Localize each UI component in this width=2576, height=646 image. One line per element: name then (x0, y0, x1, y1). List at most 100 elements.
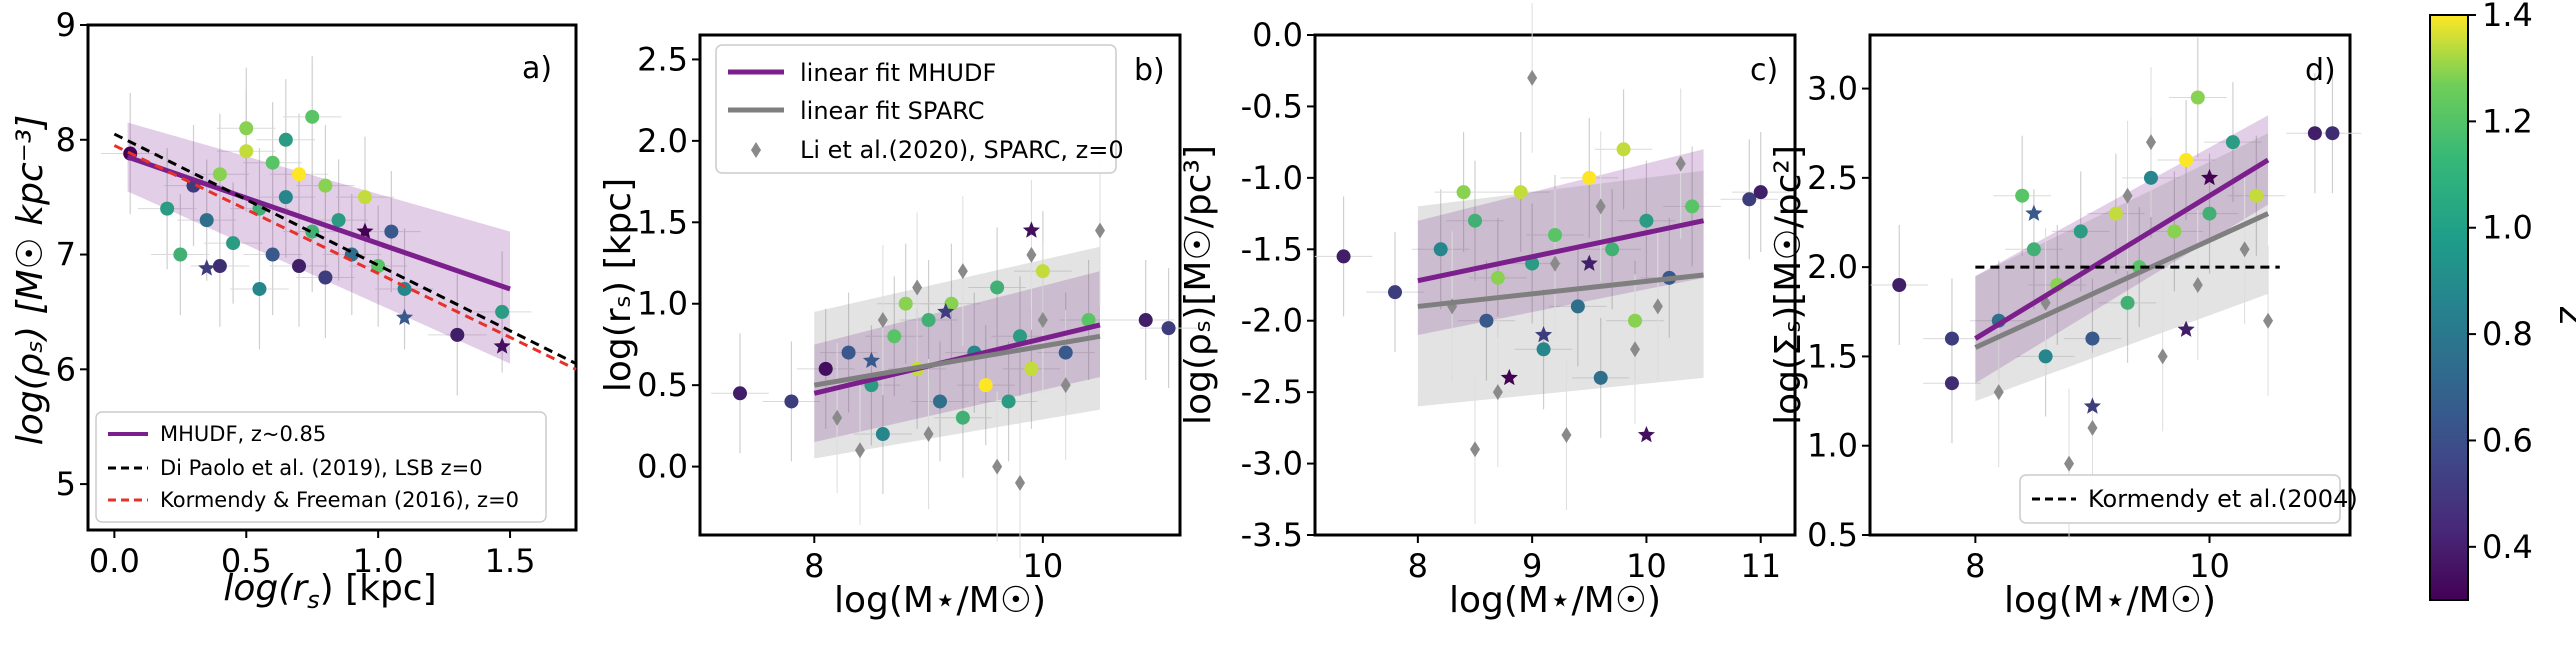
panel-b-mhudf-point (875, 427, 890, 442)
panel-b-mhudf-point (933, 394, 947, 409)
legend-b-label-mhudf: linear fit MHUDF (800, 59, 996, 87)
panel-d-sparc-diamond (2239, 241, 2250, 258)
panel-b-tag: b) (1134, 53, 1165, 88)
panel-b-mhudf-point (944, 296, 959, 311)
panel-c-frame (1313, 33, 1797, 537)
panel-d-mhudf-point (1944, 331, 1959, 346)
panel-b-sparc-diamond (855, 442, 865, 459)
panel-a-mhudf-point (318, 270, 333, 285)
panel-a-mhudf-point (495, 304, 510, 319)
panel-b-ytick-label: 1.5 (637, 203, 688, 241)
legend-a-label-mhudf: MHUDF, z~0.85 (160, 422, 326, 446)
panel-b-ytick-label: 2.5 (637, 40, 688, 78)
panel-a-mhudf-point (199, 213, 214, 228)
panel-c-mhudf-point (1639, 213, 1654, 228)
panel-d-fit-band (1975, 133, 2269, 402)
panel-d-mhudf-point (1892, 278, 1907, 292)
panel-c-sparc-diamond (1492, 384, 1503, 401)
panel-d-marks: 8 10 0.5 1.0 1.5 2.0 2.5 3.0 (1807, 37, 2362, 585)
panel-c-sparc-diamond (1630, 341, 1640, 358)
panel-a-ytick-label: 5 (56, 465, 76, 503)
panel-c-mhudf-point (1336, 249, 1351, 264)
panel-c-star-point (1500, 368, 1518, 386)
panel-b-xlabel: log(M⋆/M☉) (834, 580, 1046, 621)
panel-c-marks: 8 9 10 11 0.0 -0.5 -1.0 -1.5 -2.0 -2.5 -3.0 -3.5 (1241, 2, 1790, 585)
panel-c-xlabel: log(M⋆/M☉) (1449, 580, 1661, 621)
panel-b-mhudf-point (921, 313, 936, 328)
panel-d-mhudf-point (2085, 331, 2100, 346)
panel-d-mhudf-point (2179, 153, 2194, 167)
panel-d-frame (1868, 33, 2352, 537)
panel-b-mhudf-point (733, 386, 747, 401)
panel-c-star-point (1535, 326, 1553, 343)
colorbar-tick-label: 0.6 (2482, 421, 2533, 459)
panel-c-fit-band (1417, 149, 1704, 335)
panel-d-mhudf-point (2120, 295, 2135, 310)
panel-b-sparc-diamond (912, 279, 923, 296)
panel-c-mhudf-point (1570, 299, 1585, 314)
panel-c-ytick-label: -1.0 (1241, 159, 1303, 197)
legend-d-label-kormendy: Kormendy et al.(2004) (2088, 485, 2358, 513)
panel-c-series-line (1417, 272, 1704, 309)
panel-c-mhudf-point (1456, 185, 1471, 200)
panel-c-mhudf-point (1742, 192, 1757, 207)
panel-b-ytick-label: 1.0 (637, 285, 688, 323)
panel-a-xtick-label: 1.0 (353, 542, 404, 580)
panel-b-sparc-diamond (832, 409, 843, 426)
panel-c-sparc-diamond (1470, 441, 1480, 458)
panel-c-sparc-diamond (1595, 198, 1606, 215)
panel-b-sparc-diamond (923, 426, 934, 443)
panel-d-mhudf-point (2190, 90, 2205, 105)
panel-b-star-point (1022, 221, 1040, 238)
legend-a-label-dipaolo: Di Paolo et al. (2019), LSB z=0 (160, 456, 483, 480)
panel-d-sparc-diamond (2157, 348, 2168, 365)
panel-d-mhudf-point (2026, 242, 2041, 257)
panel-d-mhudf-point (2108, 206, 2123, 221)
panel-d-xtick-label: 10 (2189, 547, 2230, 585)
legend-b-label-li: Li et al.(2020), SPARC, z=0 (800, 136, 1124, 164)
panel-c-mhudf-point (1753, 185, 1768, 200)
panel-d-sparc-diamond (2064, 455, 2075, 472)
panel-d-sparc-diamond (2192, 277, 2203, 293)
panel-c-xtick-label: 8 (1408, 547, 1428, 585)
panel-b-mhudf-point (978, 378, 993, 393)
panel-c-ytick-label: -0.5 (1241, 87, 1303, 125)
panel-c-sparc-diamond (1675, 155, 1686, 172)
panel-c-xtick-label: 9 (1522, 547, 1542, 585)
panel-d-series-line (1974, 211, 2270, 350)
panel-b-star-point (862, 351, 880, 368)
panel-a-mhudf-point (212, 167, 227, 182)
panel-b-sparc-diamond (957, 263, 968, 280)
panel-a-mhudf-point (292, 167, 307, 182)
panel-a-xtick-label: 0.0 (89, 542, 140, 580)
panel-d-mhudf-point (1944, 376, 1959, 391)
panel-d-star-point (2177, 320, 2195, 337)
panel-a-mhudf-point (384, 224, 399, 239)
panel-b-mhudf-point (1013, 329, 1027, 344)
panel-a-mhudf-point (173, 247, 188, 262)
panel-a-star-point (396, 308, 414, 325)
panel-d-ytick-label: 1.0 (1807, 427, 1858, 465)
panel-d-mhudf-point (2307, 126, 2322, 141)
panel-a-star-point (198, 259, 216, 276)
panel-c-xtick-label: 10 (1626, 547, 1667, 585)
panel-b-mhudf-point (1024, 361, 1039, 376)
panel-a-ylabel: log(ρₛ) [M☉ kpc⁻³] (10, 115, 51, 446)
panel-d-xlabel: log(M⋆/M☉) (2004, 580, 2216, 621)
panel-d-mhudf-point (2249, 188, 2264, 203)
panel-c-ytick-label: -1.5 (1241, 230, 1303, 268)
panel-a-mhudf-point (331, 213, 346, 228)
panel-a-tag: a) (522, 51, 552, 86)
panel-a-mhudf-point (278, 190, 293, 205)
panel-b-fit-band (814, 246, 1100, 459)
panel-d-mhudf-point (2167, 224, 2182, 239)
panel-b-mhudf-point (1058, 345, 1073, 360)
panel-b-mhudf-point (1081, 313, 1096, 328)
panel-d-star-point (2201, 168, 2219, 186)
panel-a-mhudf-point (226, 236, 241, 251)
panel-d-mhudf-point (2073, 224, 2088, 239)
panel-d-star-point (2025, 204, 2043, 221)
panel-b-mhudf-point (898, 296, 913, 311)
panel-c-ylabel: log(ρₛ)[M☉/pc³] (1178, 145, 1219, 425)
panel-b-sparc-diamond (1026, 246, 1037, 263)
